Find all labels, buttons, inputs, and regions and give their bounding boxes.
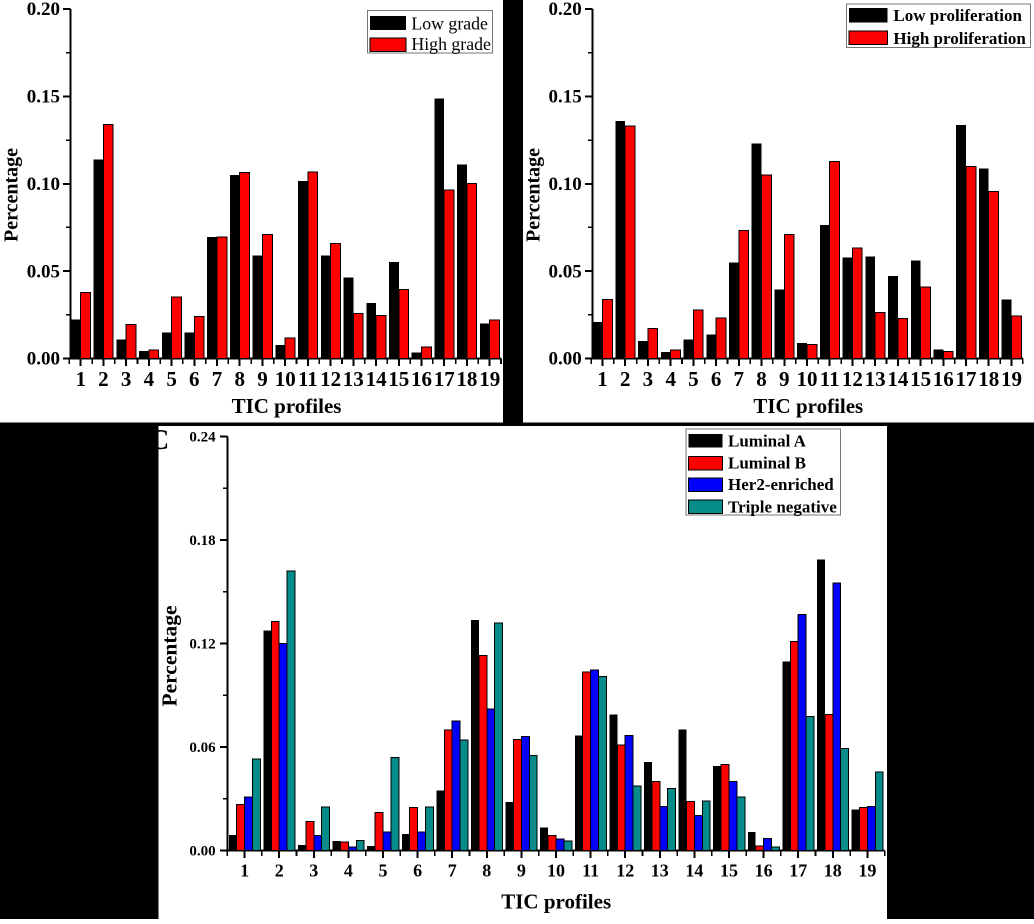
svg-text:0.00: 0.00 — [27, 349, 60, 370]
svg-text:7: 7 — [448, 861, 457, 881]
svg-text:4: 4 — [665, 367, 676, 391]
svg-text:Luminal B: Luminal B — [728, 454, 806, 473]
svg-text:14: 14 — [887, 367, 909, 391]
svg-text:7: 7 — [212, 367, 223, 391]
svg-text:18: 18 — [978, 367, 999, 391]
svg-text:16: 16 — [411, 367, 432, 391]
svg-text:9: 9 — [779, 367, 790, 391]
svg-text:0.00: 0.00 — [549, 349, 582, 370]
svg-text:16: 16 — [933, 367, 954, 391]
svg-text:3: 3 — [309, 861, 318, 881]
svg-text:16: 16 — [755, 861, 773, 881]
svg-text:19: 19 — [858, 861, 876, 881]
svg-text:9: 9 — [517, 861, 526, 881]
svg-text:3: 3 — [121, 367, 132, 391]
svg-text:5: 5 — [379, 861, 388, 881]
svg-text:6: 6 — [413, 861, 422, 881]
svg-text:High proliferation: High proliferation — [893, 29, 1026, 48]
svg-text:13: 13 — [651, 861, 669, 881]
svg-text:15: 15 — [720, 861, 738, 881]
svg-text:19: 19 — [1001, 367, 1022, 391]
svg-text:0.10: 0.10 — [27, 174, 60, 195]
svg-text:14: 14 — [685, 861, 703, 881]
svg-text:10: 10 — [547, 861, 565, 881]
svg-text:0.00: 0.00 — [189, 844, 215, 860]
svg-text:Percentage: Percentage — [522, 148, 544, 242]
svg-text:14: 14 — [366, 367, 388, 391]
svg-text:Percentage: Percentage — [1, 148, 23, 242]
svg-text:10: 10 — [797, 367, 818, 391]
svg-text:12: 12 — [320, 367, 341, 391]
svg-text:11: 11 — [820, 367, 840, 391]
svg-text:0.24: 0.24 — [189, 430, 216, 446]
svg-text:3: 3 — [643, 367, 654, 391]
svg-text:18: 18 — [824, 861, 842, 881]
svg-text:0.15: 0.15 — [549, 87, 582, 108]
svg-text:12: 12 — [616, 861, 634, 881]
svg-text:0.18: 0.18 — [189, 533, 215, 549]
svg-text:15: 15 — [388, 367, 409, 391]
svg-text:6: 6 — [189, 367, 200, 391]
svg-text:11: 11 — [298, 367, 318, 391]
svg-text:18: 18 — [456, 367, 477, 391]
svg-text:15: 15 — [910, 367, 931, 391]
svg-text:2: 2 — [620, 367, 631, 391]
svg-text:TIC profiles: TIC profiles — [501, 889, 611, 913]
svg-text:0.05: 0.05 — [549, 261, 582, 282]
svg-text:C: C — [149, 425, 169, 456]
svg-text:17: 17 — [434, 367, 455, 391]
svg-text:1: 1 — [75, 367, 86, 391]
svg-text:2: 2 — [275, 861, 284, 881]
svg-text:1: 1 — [240, 861, 249, 881]
svg-text:8: 8 — [234, 367, 245, 391]
svg-text:0.06: 0.06 — [189, 740, 216, 756]
svg-text:2: 2 — [98, 367, 109, 391]
svg-text:TIC profiles: TIC profiles — [232, 394, 342, 418]
svg-text:13: 13 — [865, 367, 886, 391]
svg-text:4: 4 — [144, 367, 155, 391]
svg-text:Low grade: Low grade — [411, 14, 488, 34]
svg-text:4: 4 — [344, 861, 353, 881]
svg-text:Low proliferation: Low proliferation — [893, 6, 1022, 25]
svg-text:9: 9 — [257, 367, 268, 391]
svg-text:11: 11 — [582, 861, 599, 881]
svg-text:Triple negative: Triple negative — [728, 498, 837, 517]
svg-text:0.15: 0.15 — [27, 87, 60, 108]
svg-text:Percentage: Percentage — [158, 605, 182, 706]
svg-text:10: 10 — [275, 367, 296, 391]
svg-text:Luminal A: Luminal A — [728, 432, 807, 451]
svg-text:17: 17 — [789, 861, 807, 881]
svg-text:7: 7 — [734, 367, 745, 391]
svg-text:5: 5 — [166, 367, 177, 391]
svg-text:1: 1 — [597, 367, 608, 391]
svg-text:TIC profiles: TIC profiles — [753, 394, 863, 418]
svg-text:0.20: 0.20 — [27, 0, 60, 20]
svg-text:12: 12 — [842, 367, 863, 391]
svg-text:0.10: 0.10 — [549, 174, 582, 195]
svg-text:8: 8 — [756, 367, 767, 391]
svg-text:13: 13 — [343, 367, 364, 391]
svg-text:0.12: 0.12 — [189, 637, 215, 653]
svg-text:Her2-enriched: Her2-enriched — [728, 475, 834, 494]
svg-text:17: 17 — [956, 367, 977, 391]
svg-text:8: 8 — [482, 861, 491, 881]
svg-text:0.20: 0.20 — [549, 0, 582, 20]
svg-text:5: 5 — [688, 367, 699, 391]
svg-text:0.05: 0.05 — [27, 261, 60, 282]
svg-text:19: 19 — [479, 367, 500, 391]
svg-text:6: 6 — [711, 367, 722, 391]
svg-text:High grade: High grade — [411, 34, 491, 54]
